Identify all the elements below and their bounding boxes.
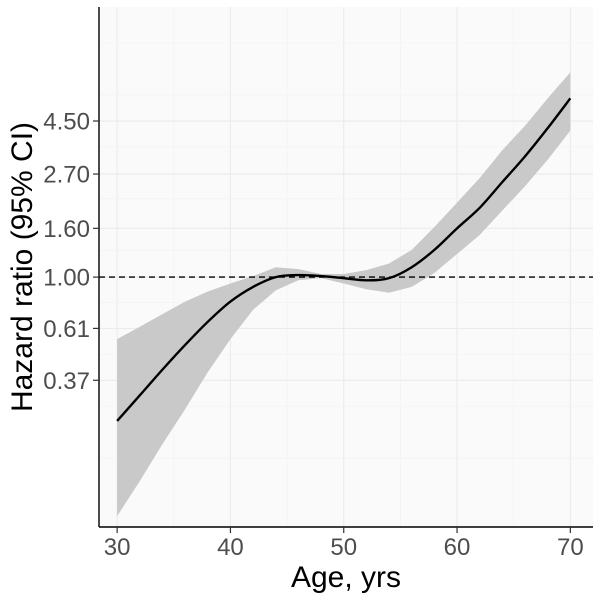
y-axis-title: Hazard ratio (95% CI) [6,122,39,412]
x-tick-label: 60 [444,534,471,561]
y-tick-label: 1.00 [43,265,90,292]
x-tick-label: 30 [104,534,131,561]
y-tick-label: 1.60 [43,216,90,243]
y-tick-label: 4.50 [43,109,90,136]
y-tick-label: 0.37 [43,368,90,395]
x-tick-label: 40 [217,534,244,561]
y-tick-label: 2.70 [43,162,90,189]
x-axis-title: Age, yrs [291,561,401,594]
hazard-ratio-line [116,97,572,422]
x-tick-label: 70 [557,534,584,561]
x-tick-label: 50 [330,534,357,561]
plot-panel [99,7,593,527]
ci-band [117,72,571,517]
y-tick-label: 0.61 [43,316,90,343]
